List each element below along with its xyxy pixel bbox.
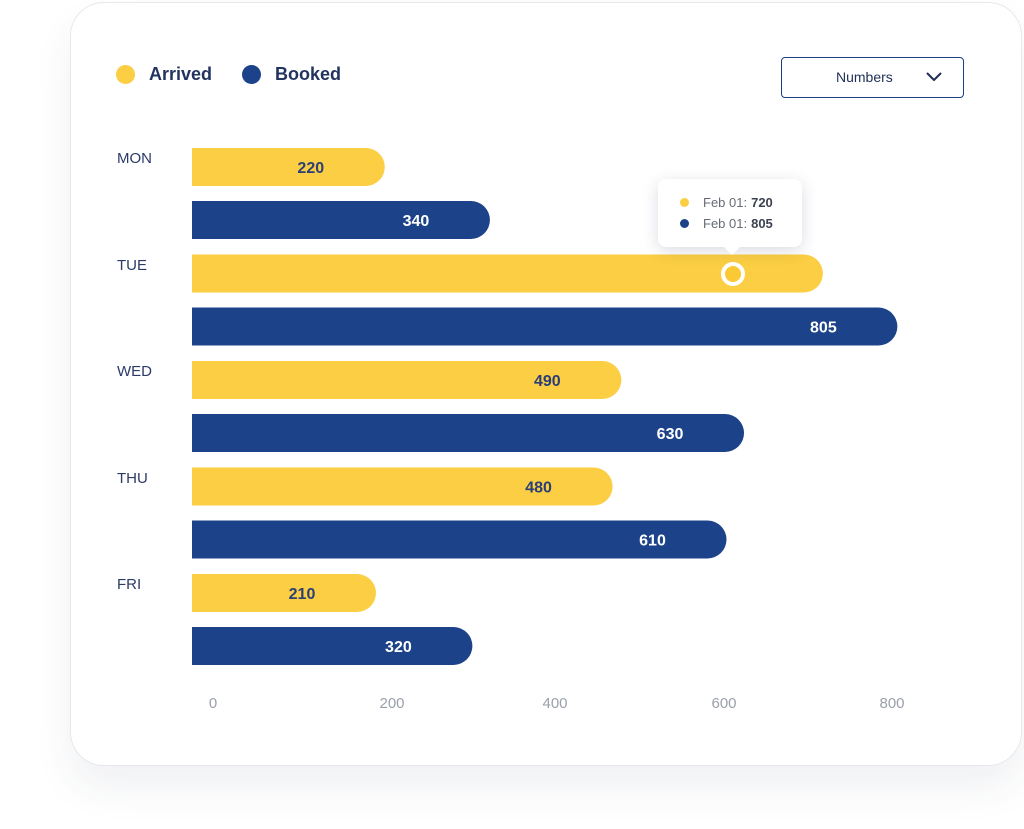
- bar-booked-mon[interactable]: [192, 201, 490, 239]
- category-label-mon: MON: [117, 150, 152, 167]
- data-label-booked-fri: 320: [385, 639, 412, 656]
- x-tick-label-600: 600: [711, 695, 736, 712]
- x-tick-label-200: 200: [379, 695, 404, 712]
- data-label-arrived-thu: 480: [525, 480, 552, 497]
- data-label-booked-mon: 340: [403, 213, 430, 230]
- x-tick-label-800: 800: [879, 695, 904, 712]
- data-label-arrived-wed: 490: [534, 373, 561, 390]
- metric-dropdown[interactable]: Numbers: [781, 57, 964, 98]
- data-label-booked-wed: 630: [657, 426, 684, 443]
- chevron-down-icon: [926, 72, 942, 81]
- legend: Arrived Booked: [116, 64, 371, 85]
- tooltip-row-arrived: Feb 01: 720: [680, 195, 773, 210]
- bar-arrived-tue[interactable]: [192, 254, 823, 293]
- x-tick-label-400: 400: [542, 695, 567, 712]
- tooltip-row-booked: Feb 01: 805: [680, 216, 773, 231]
- tooltip-dot-booked: [680, 219, 689, 228]
- x-tick-label-0: 0: [209, 695, 217, 712]
- category-label-wed: WED: [117, 363, 152, 380]
- tooltip-label-booked: Feb 01:: [703, 216, 748, 231]
- bar-arrived-mon[interactable]: [192, 148, 385, 186]
- tooltip-dot-arrived: [680, 198, 689, 207]
- bar-arrived-thu[interactable]: [192, 467, 613, 506]
- data-label-arrived-mon: 220: [297, 160, 324, 177]
- bar-booked-tue[interactable]: [192, 307, 898, 346]
- data-label-booked-thu: 610: [639, 533, 666, 550]
- data-label-arrived-fri: 210: [289, 586, 316, 603]
- bar-booked-thu[interactable]: [192, 520, 727, 559]
- bar-arrived-wed[interactable]: [192, 361, 622, 399]
- data-label-booked-tue: 805: [810, 320, 837, 337]
- legend-label-booked: Booked: [275, 64, 342, 84]
- legend-item-booked[interactable]: Booked: [242, 64, 341, 85]
- legend-label-arrived: Arrived: [149, 64, 213, 84]
- hover-point-marker[interactable]: [721, 262, 745, 286]
- tooltip-value-arrived: 720: [751, 195, 773, 210]
- tooltip-value-booked: 805: [751, 216, 773, 231]
- bar-booked-fri[interactable]: [192, 627, 473, 665]
- tooltip-label-arrived: Feb 01:: [703, 195, 748, 210]
- category-label-tue: TUE: [117, 257, 147, 274]
- chart-tooltip: Feb 01: 720 Feb 01: 805: [658, 179, 802, 255]
- legend-item-arrived[interactable]: Arrived: [116, 64, 212, 85]
- bar-arrived-fri[interactable]: [192, 574, 376, 612]
- dropdown-selected-value: Numbers: [836, 69, 893, 85]
- category-label-fri: FRI: [117, 576, 141, 593]
- legend-dot-arrived: [116, 65, 135, 84]
- bar-booked-wed[interactable]: [192, 414, 745, 452]
- category-label-thu: THU: [117, 470, 148, 487]
- legend-dot-booked: [242, 65, 262, 84]
